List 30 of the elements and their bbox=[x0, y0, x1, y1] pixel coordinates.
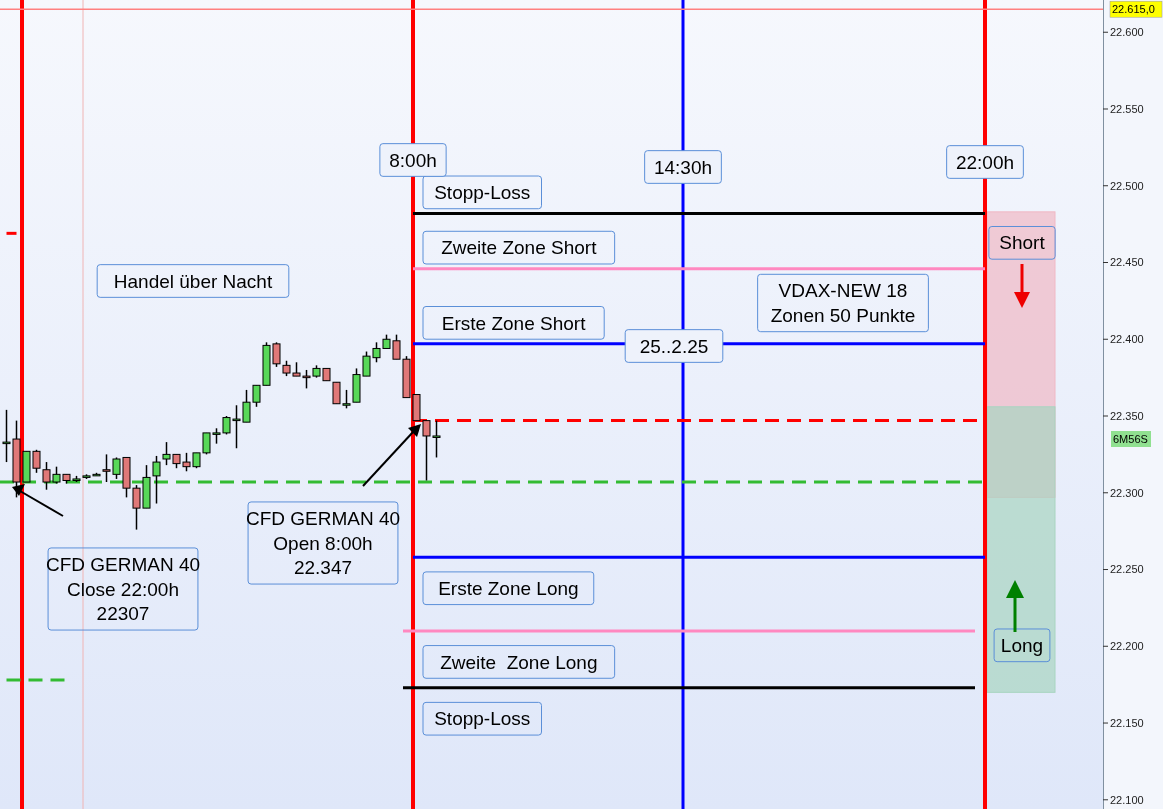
y-tick-label: 22.350 bbox=[1110, 409, 1144, 422]
annotation: 22:00h bbox=[955, 151, 1015, 173]
annotation: 25..2.25 bbox=[639, 335, 709, 357]
y-tick-label: 22.550 bbox=[1110, 102, 1144, 115]
annotation: 8:00h bbox=[389, 149, 437, 171]
y-tick-label: 22.100 bbox=[1110, 793, 1144, 806]
annotation: 14:30h bbox=[653, 156, 713, 178]
ref-line-label: Erste Zone Long bbox=[438, 577, 579, 599]
y-tick-label: 22.400 bbox=[1110, 333, 1144, 346]
annotation: VDAX-NEW 18 Zonen 50 Punkte bbox=[770, 280, 916, 326]
ref-line-label: Stopp-Loss bbox=[434, 182, 531, 204]
ref-line-label: Erste Zone Short bbox=[441, 312, 587, 334]
y-tick-label: 22.250 bbox=[1110, 563, 1144, 576]
y-tick-label: 22.600 bbox=[1110, 26, 1144, 39]
annotation: CFD GERMAN 40 Close 22:00h 22307 bbox=[45, 553, 201, 625]
y-tick-label: 22.150 bbox=[1110, 716, 1144, 729]
candlestick bbox=[152, 455, 161, 505]
ref-line-label: Stopp-Loss bbox=[434, 708, 531, 730]
y-tick-label: 22.500 bbox=[1110, 179, 1144, 192]
y-tick-label: 22.200 bbox=[1110, 640, 1144, 653]
y-tick-label: 22.300 bbox=[1110, 486, 1144, 499]
band-label: Short bbox=[999, 232, 1046, 254]
ref-line-label: Zweite Zone Long bbox=[440, 651, 598, 673]
ref-line-label: Zweite Zone Short bbox=[441, 237, 598, 259]
annotation: Handel über Nacht bbox=[113, 270, 273, 292]
y-tick-label: 22.450 bbox=[1110, 256, 1144, 269]
band-label: Long bbox=[1000, 634, 1044, 656]
annotation: CFD GERMAN 40 Open 8:00h 22.347 bbox=[245, 507, 401, 579]
text: 6M56S bbox=[1113, 432, 1148, 445]
ref-line-label: 22.615,0 bbox=[1112, 3, 1155, 16]
